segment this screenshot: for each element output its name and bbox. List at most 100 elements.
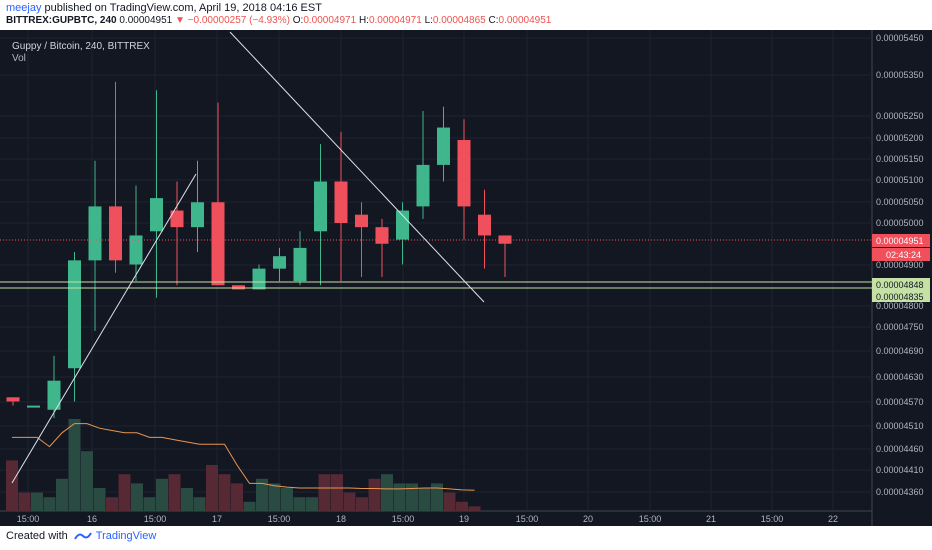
- candle-up: [437, 127, 450, 165]
- time-tick-label: 15:00: [144, 514, 167, 524]
- volume-bar: [231, 483, 243, 511]
- volume-bar: [31, 492, 43, 511]
- volume-bar: [318, 474, 331, 511]
- price-change: ▼ −0.00000257 (−4.93%): [174, 15, 290, 26]
- symbol-label: BITTREX:GUPBTC, 240: [6, 15, 117, 26]
- candle-down: [334, 181, 348, 223]
- candle-up: [27, 405, 40, 408]
- trendline-descending[interactable]: [229, 31, 485, 303]
- volume-bar: [331, 474, 343, 511]
- last-price: 0.00004951: [119, 15, 173, 26]
- chart-title: Guppy / Bitcoin, 240, BITTREX: [12, 41, 150, 52]
- time-tick-label: 18: [336, 514, 346, 524]
- price-tick-label: 0.00004360: [876, 487, 924, 497]
- ohlc-readout: BITTREX:GUPBTC, 240 0.00004951 ▼ −0.0000…: [6, 15, 551, 26]
- price-tick-label: 0.00004570: [876, 397, 924, 407]
- close-label: C:: [488, 15, 499, 26]
- volume-bar: [431, 483, 443, 511]
- candle-down: [498, 235, 512, 244]
- price-tick-label: 0.00004900: [876, 260, 924, 270]
- price-tick-label: 0.00004630: [876, 372, 924, 382]
- volume-bar: [218, 474, 231, 511]
- volume-bar: [143, 497, 156, 511]
- candle-up: [129, 235, 143, 265]
- tradingview-logo-icon: [73, 532, 92, 540]
- created-with-text: Created with: [6, 530, 68, 542]
- price-tick-label: 0.00005350: [876, 70, 924, 80]
- tradingview-link[interactable]: TradingView: [73, 530, 157, 542]
- price-tick-label: 0.00005050: [876, 197, 924, 207]
- volume-bar: [306, 497, 318, 511]
- time-tick-label: 15:00: [516, 514, 539, 524]
- time-tick-label: 16: [87, 514, 97, 524]
- high-label: H:: [358, 15, 369, 26]
- candle-up: [252, 268, 266, 290]
- price-tick-label: 0.00005450: [876, 33, 924, 43]
- countdown-tag-text: 02:43:24: [886, 250, 921, 260]
- trendline-ascending[interactable]: [11, 173, 197, 484]
- open-value: 0.00004971: [303, 15, 357, 26]
- candle-up: [273, 256, 286, 269]
- candle-up: [314, 181, 327, 232]
- candle-down: [6, 397, 20, 402]
- volume-bar: [443, 492, 456, 511]
- grid: [0, 30, 872, 511]
- volume-bar: [56, 478, 68, 511]
- candle-down: [355, 214, 368, 228]
- volume-bar: [68, 419, 81, 511]
- support-upper-tag: [872, 278, 930, 290]
- price-tick-labels: 0.00005450 0.00005350 0.00005250 0.00005200…: [876, 33, 924, 497]
- volume-bar: [406, 483, 418, 511]
- volume-bar: [268, 483, 281, 511]
- price-tick-label: 0.00005000: [876, 218, 924, 228]
- candle-up: [191, 202, 204, 228]
- volume-bar: [243, 501, 256, 511]
- close-value: 0.00004951: [498, 15, 552, 26]
- candle-down: [109, 206, 122, 261]
- volume-bar: [168, 474, 181, 511]
- volume-bars: [6, 419, 481, 511]
- volume-bar: [206, 465, 218, 511]
- candle-down: [375, 227, 389, 244]
- time-tick-label: 21: [706, 514, 716, 524]
- price-tick-label: 0.00004800: [876, 301, 924, 311]
- volume-bar: [131, 483, 143, 511]
- volume-bar: [81, 451, 93, 511]
- support-lower-tag: [872, 290, 930, 302]
- volume-bar: [181, 488, 193, 511]
- time-tick-label: 17: [212, 514, 222, 524]
- volume-bar: [381, 474, 393, 511]
- candle-up: [396, 210, 409, 240]
- time-tick-label: 20: [583, 514, 593, 524]
- candle-down: [232, 285, 245, 290]
- last-price-tag: [872, 234, 930, 247]
- price-tick-label: 0.00004410: [876, 465, 924, 475]
- support-upper-tag-text: 0.00004848: [876, 280, 924, 290]
- author-link[interactable]: meejay: [6, 2, 42, 14]
- volume-bar: [106, 497, 118, 511]
- high-value: 0.00004971: [368, 15, 422, 26]
- time-tick-label: 15:00: [268, 514, 291, 524]
- volume-bar: [156, 478, 168, 511]
- chart-background: [0, 30, 932, 526]
- volume-bar: [368, 478, 381, 511]
- candles: [6, 81, 512, 419]
- support-lower-tag-text: 0.00004835: [876, 292, 924, 302]
- candle-up: [293, 247, 307, 282]
- time-tick-labels: 15:00 16 15:00 17 15:00 18 15:00 19 15:00 20 15:00…: [17, 514, 838, 524]
- price-tick-label: 0.00004460: [876, 444, 924, 454]
- volume-bar: [6, 460, 18, 511]
- time-tick-label: 15:00: [639, 514, 662, 524]
- candle-up: [88, 206, 102, 261]
- publish-text: published on TradingView.com, April 19, …: [44, 2, 322, 14]
- price-chart[interactable]: 0.00005450 0.00005350 0.00005250 0.00005200…: [0, 30, 932, 526]
- brand-text: TradingView: [95, 530, 157, 542]
- candle-down: [478, 214, 491, 236]
- volume-bar: [343, 492, 356, 511]
- price-tick-label: 0.00004690: [876, 346, 924, 356]
- volume-bar: [456, 501, 468, 511]
- price-tick-label: 0.00005200: [876, 133, 924, 143]
- footer: Created with TradingView: [6, 530, 156, 542]
- candle-up: [150, 198, 163, 232]
- price-tick-label: 0.00005250: [876, 111, 924, 121]
